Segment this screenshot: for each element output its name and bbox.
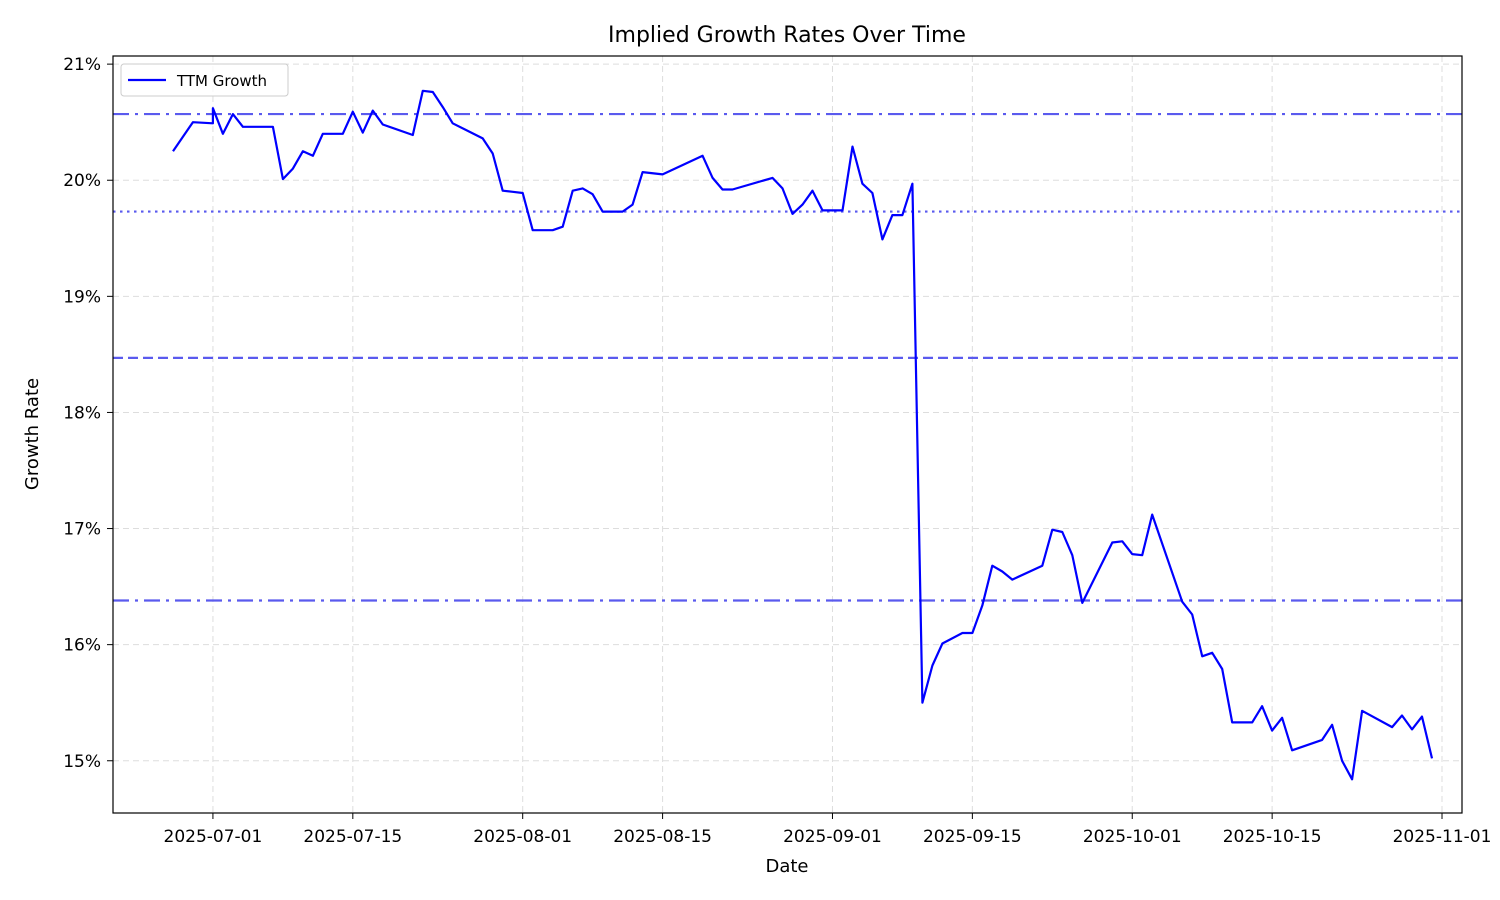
- y-tick-label: 15%: [63, 752, 101, 772]
- x-axis-label: Date: [765, 856, 808, 877]
- grid: [113, 56, 1462, 813]
- chart-title: Implied Growth Rates Over Time: [608, 23, 966, 48]
- y-tick-label: 18%: [63, 403, 101, 423]
- x-axis-ticks: 2025-07-01 2025-07-15 2025-08-01 2025-08-15…: [164, 813, 1492, 847]
- legend: TTM Growth: [120, 63, 289, 97]
- x-tick-label: 2025-08-01: [473, 827, 572, 847]
- y-tick-label: 17%: [63, 520, 101, 540]
- y-tick-label: 19%: [63, 287, 101, 307]
- y-axis-label: Growth Rate: [22, 378, 43, 490]
- x-tick-label: 2025-09-01: [783, 827, 882, 847]
- y-tick-label: 21%: [63, 55, 101, 75]
- series-lines: [172, 89, 1434, 781]
- legend-label: TTM Growth: [176, 72, 267, 90]
- reference-lines: [113, 112, 1462, 602]
- x-tick-label: 2025-07-15: [303, 827, 402, 847]
- y-axis-ticks: 15% 16% 17% 18% 19% 20% 21%: [63, 55, 113, 772]
- y-tick-label: 16%: [63, 636, 101, 656]
- x-tick-label: 2025-08-15: [613, 827, 712, 847]
- series-line-ttm-growth: [172, 89, 1434, 781]
- x-tick-label: 2025-09-15: [923, 827, 1022, 847]
- x-tick-label: 2025-11-01: [1393, 827, 1492, 847]
- x-tick-label: 2025-10-01: [1083, 827, 1182, 847]
- x-tick-label: 2025-07-01: [164, 827, 263, 847]
- y-tick-label: 20%: [63, 171, 101, 191]
- legend-box: [120, 63, 289, 97]
- plot-frame: [112, 55, 1463, 814]
- x-tick-label: 2025-10-15: [1223, 827, 1322, 847]
